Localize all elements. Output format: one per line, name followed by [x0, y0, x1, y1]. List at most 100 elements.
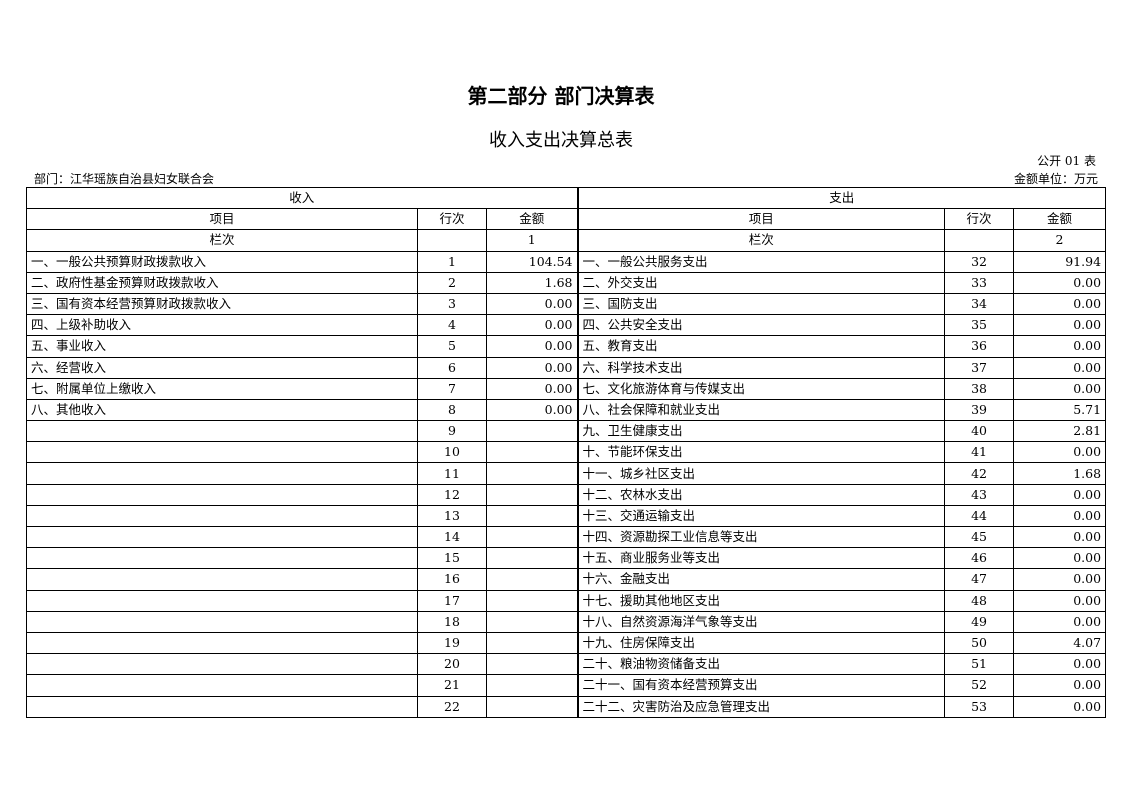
income-row-no-cell: 7 [417, 377, 487, 400]
income-column-label: 栏次 [26, 229, 418, 252]
income-amount-cell: 0.00 [485, 292, 579, 316]
income-row-no-cell: 8 [417, 398, 487, 422]
expense-row-no-cell: 53 [944, 695, 1015, 718]
income-row-no-cell: 1 [417, 250, 487, 273]
table-row: 四、上级补助收入 4 0.00 四、公共安全支出 35 0.00 [26, 314, 1107, 337]
table-row: 12 十二、农林水支出 43 0.00 [26, 483, 1107, 506]
expense-row-no-cell: 34 [944, 292, 1015, 316]
expense-item-cell: 十、节能环保支出 [576, 441, 946, 464]
table-row: 14 十四、资源勘探工业信息等支出 45 0.00 [26, 525, 1107, 549]
table-row: 二、政府性基金预算财政拨款收入 2 1.68 二、外交支出 33 0.00 [26, 271, 1107, 294]
table-row: 18 十八、自然资源海洋气象等支出 49 0.00 [26, 610, 1107, 633]
expense-amount-cell: 0.00 [1013, 589, 1107, 612]
table-row: 21 二十一、国有资本经营预算支出 52 0.00 [26, 674, 1107, 697]
expense-item-header: 项目 [576, 208, 946, 231]
expense-row-no-cell: 32 [944, 250, 1015, 273]
income-item-cell [26, 653, 418, 676]
table-row: 22 二十二、灾害防治及应急管理支出 53 0.00 [26, 695, 1107, 718]
income-item-cell [26, 483, 418, 506]
expense-amount-header: 金额 [1013, 208, 1107, 231]
income-item-cell: 二、政府性基金预算财政拨款收入 [26, 271, 418, 294]
income-row-no-cell: 9 [417, 420, 487, 443]
expense-item-cell: 十五、商业服务业等支出 [576, 547, 946, 570]
expense-item-cell: 一、一般公共服务支出 [576, 250, 946, 273]
expense-amount-cell: 0.00 [1013, 314, 1107, 337]
expense-item-cell: 二、外交支出 [576, 271, 946, 294]
income-row-no-cell: 4 [417, 314, 487, 337]
expense-row-no-cell: 51 [944, 653, 1015, 676]
income-expense-table: 收入 支出 项目 行次 金额 项目 行次 金额 栏次 1 栏次 2 一、一般公共… [25, 186, 1107, 718]
table-code: 公开 01 表 [1037, 154, 1096, 168]
empty-cell [417, 229, 487, 252]
expense-row-no-cell: 46 [944, 547, 1015, 570]
expense-item-cell: 十一、城乡社区支出 [576, 462, 946, 485]
expense-column-index: 2 [1013, 229, 1107, 252]
table-row: 六、经营收入 6 0.00 六、科学技术支出 37 0.00 [26, 356, 1107, 379]
income-amount-header: 金额 [485, 208, 579, 231]
expense-header: 支出 [576, 186, 1107, 210]
expense-row-no-cell: 50 [944, 631, 1015, 655]
income-row-no-cell: 15 [417, 547, 487, 570]
expense-row-no-cell: 44 [944, 504, 1015, 528]
expense-amount-cell: 1.68 [1013, 462, 1107, 485]
section-header-row: 收入 支出 [25, 186, 1107, 210]
expense-row-no-cell: 37 [944, 356, 1015, 379]
expense-item-cell: 四、公共安全支出 [576, 314, 946, 337]
income-amount-cell: 0.00 [485, 398, 579, 422]
income-item-cell [26, 610, 418, 633]
income-row-no-cell: 10 [417, 441, 487, 464]
table-row: 17 十七、援助其他地区支出 48 0.00 [26, 589, 1107, 612]
expense-amount-cell: 0.00 [1013, 441, 1107, 464]
income-item-cell [26, 568, 418, 591]
income-row-no-cell: 2 [417, 271, 487, 294]
income-header: 收入 [25, 186, 579, 210]
income-row-no-cell: 12 [417, 483, 487, 506]
expense-row-no-cell: 47 [944, 568, 1015, 591]
expense-row-no-cell: 45 [944, 525, 1015, 549]
expense-item-cell: 十七、援助其他地区支出 [576, 589, 946, 612]
income-amount-cell [485, 589, 579, 612]
income-item-cell [26, 674, 418, 697]
table-row: 10 十、节能环保支出 41 0.00 [26, 441, 1107, 464]
expense-amount-cell: 0.00 [1013, 504, 1107, 528]
expense-item-cell: 十四、资源勘探工业信息等支出 [576, 525, 946, 549]
income-amount-cell: 104.54 [485, 250, 579, 273]
table-row: 三、国有资本经营预算财政拨款收入 3 0.00 三、国防支出 34 0.00 [26, 292, 1107, 316]
expense-amount-cell: 0.00 [1013, 356, 1107, 379]
income-row-no-cell: 6 [417, 356, 487, 379]
expense-row-no-cell: 39 [944, 398, 1015, 422]
income-amount-cell [485, 504, 579, 528]
expense-amount-cell: 0.00 [1013, 568, 1107, 591]
income-row-no-cell: 11 [417, 462, 487, 485]
income-item-cell [26, 441, 418, 464]
income-row-no-cell: 22 [417, 695, 487, 718]
expense-item-cell: 八、社会保障和就业支出 [576, 398, 946, 422]
expense-row-no-cell: 52 [944, 674, 1015, 697]
expense-row-no-cell: 43 [944, 483, 1015, 506]
expense-item-cell: 二十一、国有资本经营预算支出 [576, 674, 946, 697]
table-row: 五、事业收入 5 0.00 五、教育支出 36 0.00 [26, 335, 1107, 358]
income-amount-cell [485, 674, 579, 697]
expense-item-cell: 十六、金融支出 [576, 568, 946, 591]
income-item-cell: 六、经营收入 [26, 356, 418, 379]
expense-amount-cell: 4.07 [1013, 631, 1107, 655]
income-item-cell: 四、上级补助收入 [26, 314, 418, 337]
expense-amount-cell: 91.94 [1013, 250, 1107, 273]
expense-row-no-cell: 38 [944, 377, 1015, 400]
income-item-cell [26, 589, 418, 612]
income-amount-cell [485, 653, 579, 676]
income-item-cell [26, 420, 418, 443]
expense-amount-cell: 2.81 [1013, 420, 1107, 443]
income-amount-cell [485, 462, 579, 485]
income-amount-cell: 0.00 [485, 377, 579, 400]
expense-item-cell: 十三、交通运输支出 [576, 504, 946, 528]
expense-item-cell: 七、文化旅游体育与传媒支出 [576, 377, 946, 400]
expense-item-cell: 十二、农林水支出 [576, 483, 946, 506]
empty-cell [944, 229, 1015, 252]
income-amount-cell [485, 695, 579, 718]
expense-row-no-cell: 41 [944, 441, 1015, 464]
income-item-cell [26, 695, 418, 718]
income-item-cell [26, 462, 418, 485]
expense-row-no-header: 行次 [944, 208, 1015, 231]
income-row-no-cell: 18 [417, 610, 487, 633]
